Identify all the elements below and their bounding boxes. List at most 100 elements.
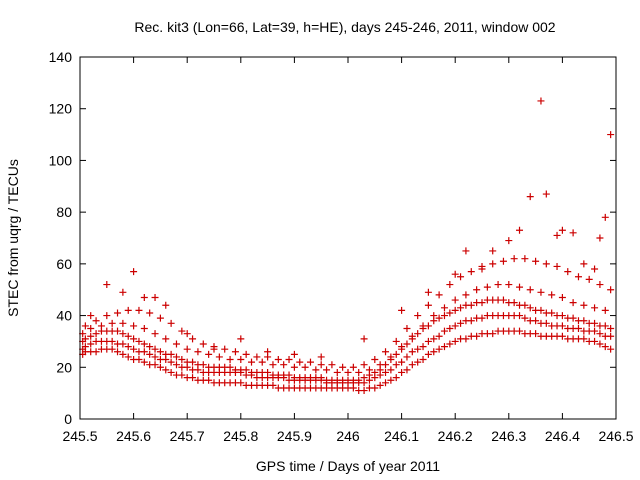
data-point [231,348,239,356]
data-point [119,340,127,348]
data-point [237,379,245,387]
data-point [349,363,357,371]
y-tick-label: 20 [56,359,72,375]
data-point [569,299,577,307]
data-point [435,314,443,322]
data-point [601,343,609,351]
data-point [494,281,502,289]
data-point [435,291,443,299]
data-point [607,286,615,294]
data-point [462,335,470,343]
data-point [537,97,545,105]
data-point [467,301,475,309]
x-tick-label: 245.7 [170,428,205,444]
data-point [124,306,132,314]
x-tick-label: 246.1 [384,428,419,444]
data-point [172,353,180,361]
data-point [489,247,497,255]
data-point [467,268,475,276]
data-point [178,356,186,364]
x-tick-label: 246.5 [598,428,633,444]
data-point [172,340,180,348]
data-point [376,361,384,369]
data-point [440,304,448,312]
data-point [290,350,298,358]
data-point [151,361,159,369]
x-tick-label: 245.9 [277,428,312,444]
data-point [440,327,448,335]
points-layer [79,97,615,395]
data-point [135,306,143,314]
data-point [103,281,111,289]
data-point [124,343,132,351]
data-point [371,356,379,364]
data-point [151,345,159,353]
data-point [162,335,170,343]
data-point [414,345,422,353]
data-point [274,356,282,364]
data-point [446,309,454,317]
data-point [167,350,175,358]
data-point [601,306,609,314]
data-point [607,131,615,139]
data-point [189,335,197,343]
data-point [280,361,288,369]
data-point [108,337,116,345]
data-point [146,343,154,351]
data-point [264,368,272,376]
data-point [580,260,588,268]
data-point [151,293,159,301]
data-point [424,337,432,345]
data-point [483,283,491,291]
data-point [183,330,191,338]
data-point [392,337,400,345]
data-point [446,325,454,332]
data-point [526,286,534,294]
data-point [114,348,122,356]
data-point [580,335,588,343]
data-point [189,374,197,382]
data-point [510,255,518,263]
data-point [130,335,138,343]
data-point [574,273,582,281]
data-point [92,317,100,325]
data-point [446,340,454,348]
data-point [451,306,459,314]
data-point [408,348,416,356]
data-point [355,376,363,384]
data-point [414,312,422,320]
y-tick-label: 120 [49,101,73,117]
data-point [146,309,154,317]
data-point [473,332,481,340]
data-point [542,260,550,268]
data-point [87,332,95,340]
data-point [92,348,100,356]
data-point [205,376,213,384]
data-point [242,366,250,374]
data-point [451,296,459,304]
data-point [382,348,390,356]
data-point [114,309,122,317]
data-point [221,345,229,353]
data-point [408,361,416,369]
data-point [140,325,148,332]
data-point [253,353,261,361]
data-point [387,366,395,374]
data-point [205,350,213,358]
data-point [564,268,572,276]
data-point [108,345,116,353]
data-point [323,366,331,374]
data-point [130,345,138,353]
data-point [462,247,470,255]
data-point [344,368,352,376]
data-point [97,322,105,330]
data-point [312,366,320,374]
data-point [392,374,400,382]
data-point [162,301,170,309]
data-point [585,275,593,283]
data-point [296,358,304,366]
data-point [360,387,368,395]
data-point [548,309,556,317]
